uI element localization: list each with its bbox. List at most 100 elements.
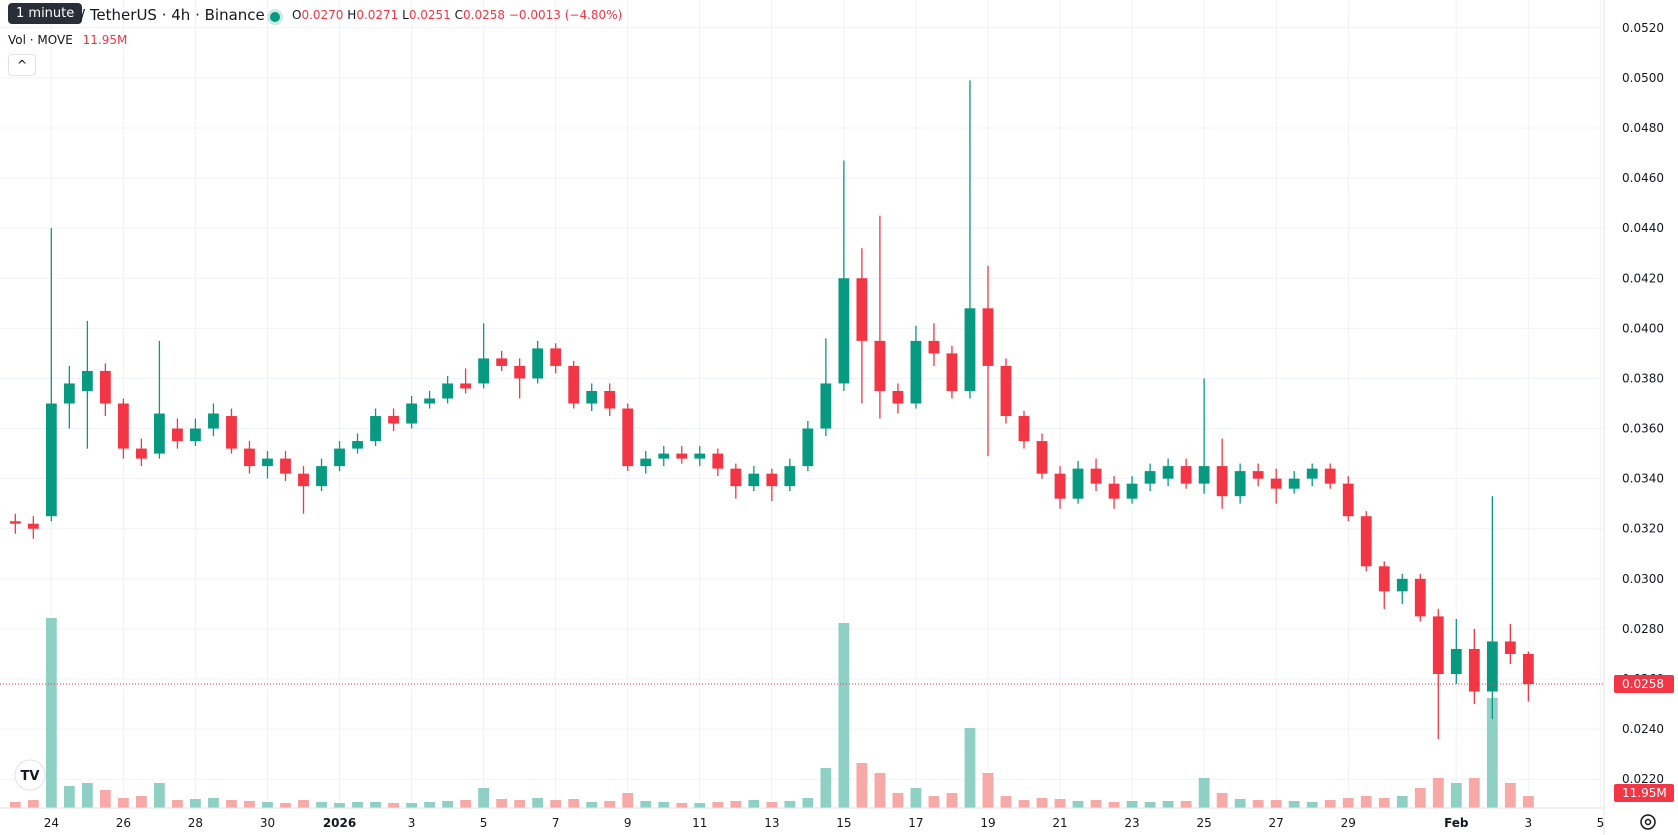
volume-bar bbox=[1234, 799, 1246, 808]
candle-body bbox=[766, 473, 778, 487]
change-value: −0.0013 (−4.80%) bbox=[508, 8, 623, 22]
volume-bar bbox=[658, 802, 670, 808]
volume-bar bbox=[1378, 798, 1390, 808]
volume-bar bbox=[63, 786, 75, 808]
collapse-button[interactable]: ^ bbox=[8, 54, 36, 76]
last-volume-tag bbox=[1614, 784, 1674, 802]
candle-body bbox=[1234, 471, 1246, 497]
volume-bar bbox=[316, 802, 327, 808]
candle-body bbox=[280, 458, 291, 474]
c-label: C bbox=[454, 8, 464, 22]
volume-bar bbox=[1288, 801, 1300, 808]
volume-bar bbox=[244, 801, 255, 808]
candle-body bbox=[550, 348, 562, 366]
settings-icon[interactable] bbox=[1640, 814, 1656, 830]
volume-bar bbox=[27, 800, 39, 808]
x-tick-label: 11 bbox=[692, 816, 707, 830]
volume-bar bbox=[154, 783, 165, 808]
volume-bar bbox=[172, 800, 183, 808]
volume-bar bbox=[496, 799, 508, 808]
candle-body bbox=[1432, 616, 1444, 675]
close-value: 0.0258 bbox=[463, 8, 506, 22]
volume-bar bbox=[1360, 796, 1372, 808]
volume-bar bbox=[226, 800, 237, 808]
volume-bar bbox=[802, 798, 814, 808]
x-tick-label: 30 bbox=[260, 816, 275, 830]
y-tick-label: 0.0500 bbox=[1622, 71, 1664, 85]
volume-bar bbox=[352, 802, 363, 808]
volume-label: Vol · MOVE bbox=[8, 33, 73, 47]
volume-bar bbox=[1306, 802, 1318, 808]
x-tick-label: 3 bbox=[1525, 816, 1533, 830]
candle-body bbox=[532, 348, 544, 379]
volume-bar bbox=[1054, 799, 1066, 808]
candle-body bbox=[1522, 653, 1534, 685]
x-tick-label: 2026 bbox=[323, 816, 356, 830]
candle-body bbox=[1090, 468, 1102, 484]
volume-bar bbox=[1198, 778, 1210, 808]
volume-bar bbox=[748, 800, 760, 808]
volume-bar bbox=[550, 800, 562, 808]
candle-body bbox=[370, 416, 381, 442]
x-tick-label: 5 bbox=[480, 816, 488, 830]
volume-bar bbox=[1216, 793, 1228, 808]
candle-body bbox=[1324, 468, 1336, 484]
x-tick-label: Feb bbox=[1444, 816, 1469, 830]
volume-bar bbox=[1504, 783, 1516, 808]
volume-bar bbox=[298, 800, 309, 808]
volume-bar bbox=[208, 798, 219, 808]
svg-text:TV: TV bbox=[21, 769, 40, 784]
volume-bar bbox=[1072, 801, 1084, 808]
volume-bar bbox=[1180, 801, 1192, 808]
candle-body bbox=[1162, 466, 1174, 479]
y-tick-label: 0.0440 bbox=[1622, 221, 1664, 235]
x-tick-label: 25 bbox=[1196, 816, 1211, 830]
x-tick-label: 5 bbox=[1597, 816, 1605, 830]
ohlc-legend: O0.0270 H0.0271 L0.0251 C0.0258 −0.0013 … bbox=[292, 8, 622, 22]
symbol-title[interactable]: / TetherUS · 4h · Binance bbox=[80, 6, 265, 24]
candle-body bbox=[1396, 578, 1408, 592]
candle-body bbox=[946, 353, 958, 391]
candle-body bbox=[1468, 648, 1480, 692]
volume-layer bbox=[9, 618, 1534, 808]
candle-body bbox=[586, 390, 598, 404]
candle-body bbox=[81, 370, 93, 391]
volume-bar bbox=[946, 793, 958, 808]
volume-bar bbox=[964, 728, 976, 808]
volume-bar bbox=[99, 790, 111, 808]
volume-bar bbox=[874, 773, 886, 808]
candle-body bbox=[135, 448, 147, 459]
candle-body bbox=[190, 428, 201, 442]
volume-bar bbox=[190, 799, 201, 808]
x-tick-label: 15 bbox=[836, 816, 851, 830]
volume-bar bbox=[280, 803, 291, 808]
candle-body bbox=[1180, 466, 1192, 484]
volume-bar bbox=[532, 798, 544, 808]
y-tick-label: 0.0320 bbox=[1622, 522, 1664, 536]
y-tick-label: 0.0340 bbox=[1622, 472, 1664, 486]
candle-body bbox=[622, 408, 634, 467]
candle-body bbox=[334, 448, 345, 467]
volume-value: 11.95M bbox=[82, 33, 128, 47]
candle-body bbox=[910, 340, 922, 404]
x-tick-label: 3 bbox=[408, 816, 416, 830]
x-tick-label: 21 bbox=[1052, 816, 1067, 830]
x-tick-label: 13 bbox=[764, 816, 779, 830]
candle-body bbox=[172, 428, 183, 442]
volume-bar bbox=[370, 802, 381, 808]
volume-bar bbox=[478, 788, 490, 808]
x-tick-label: 19 bbox=[980, 816, 995, 830]
candle-body bbox=[1414, 578, 1426, 617]
volume-bar bbox=[424, 802, 435, 808]
volume-bar bbox=[694, 803, 706, 808]
volume-bar bbox=[1414, 788, 1426, 808]
candle-body bbox=[262, 458, 273, 467]
candle-body bbox=[1342, 483, 1354, 517]
volume-bar bbox=[442, 801, 454, 808]
volume-bar bbox=[1450, 783, 1462, 808]
y-tick-label: 0.0360 bbox=[1622, 422, 1664, 436]
candle-body bbox=[1504, 641, 1516, 654]
candle-body bbox=[604, 390, 616, 409]
candle-body bbox=[1018, 416, 1030, 442]
